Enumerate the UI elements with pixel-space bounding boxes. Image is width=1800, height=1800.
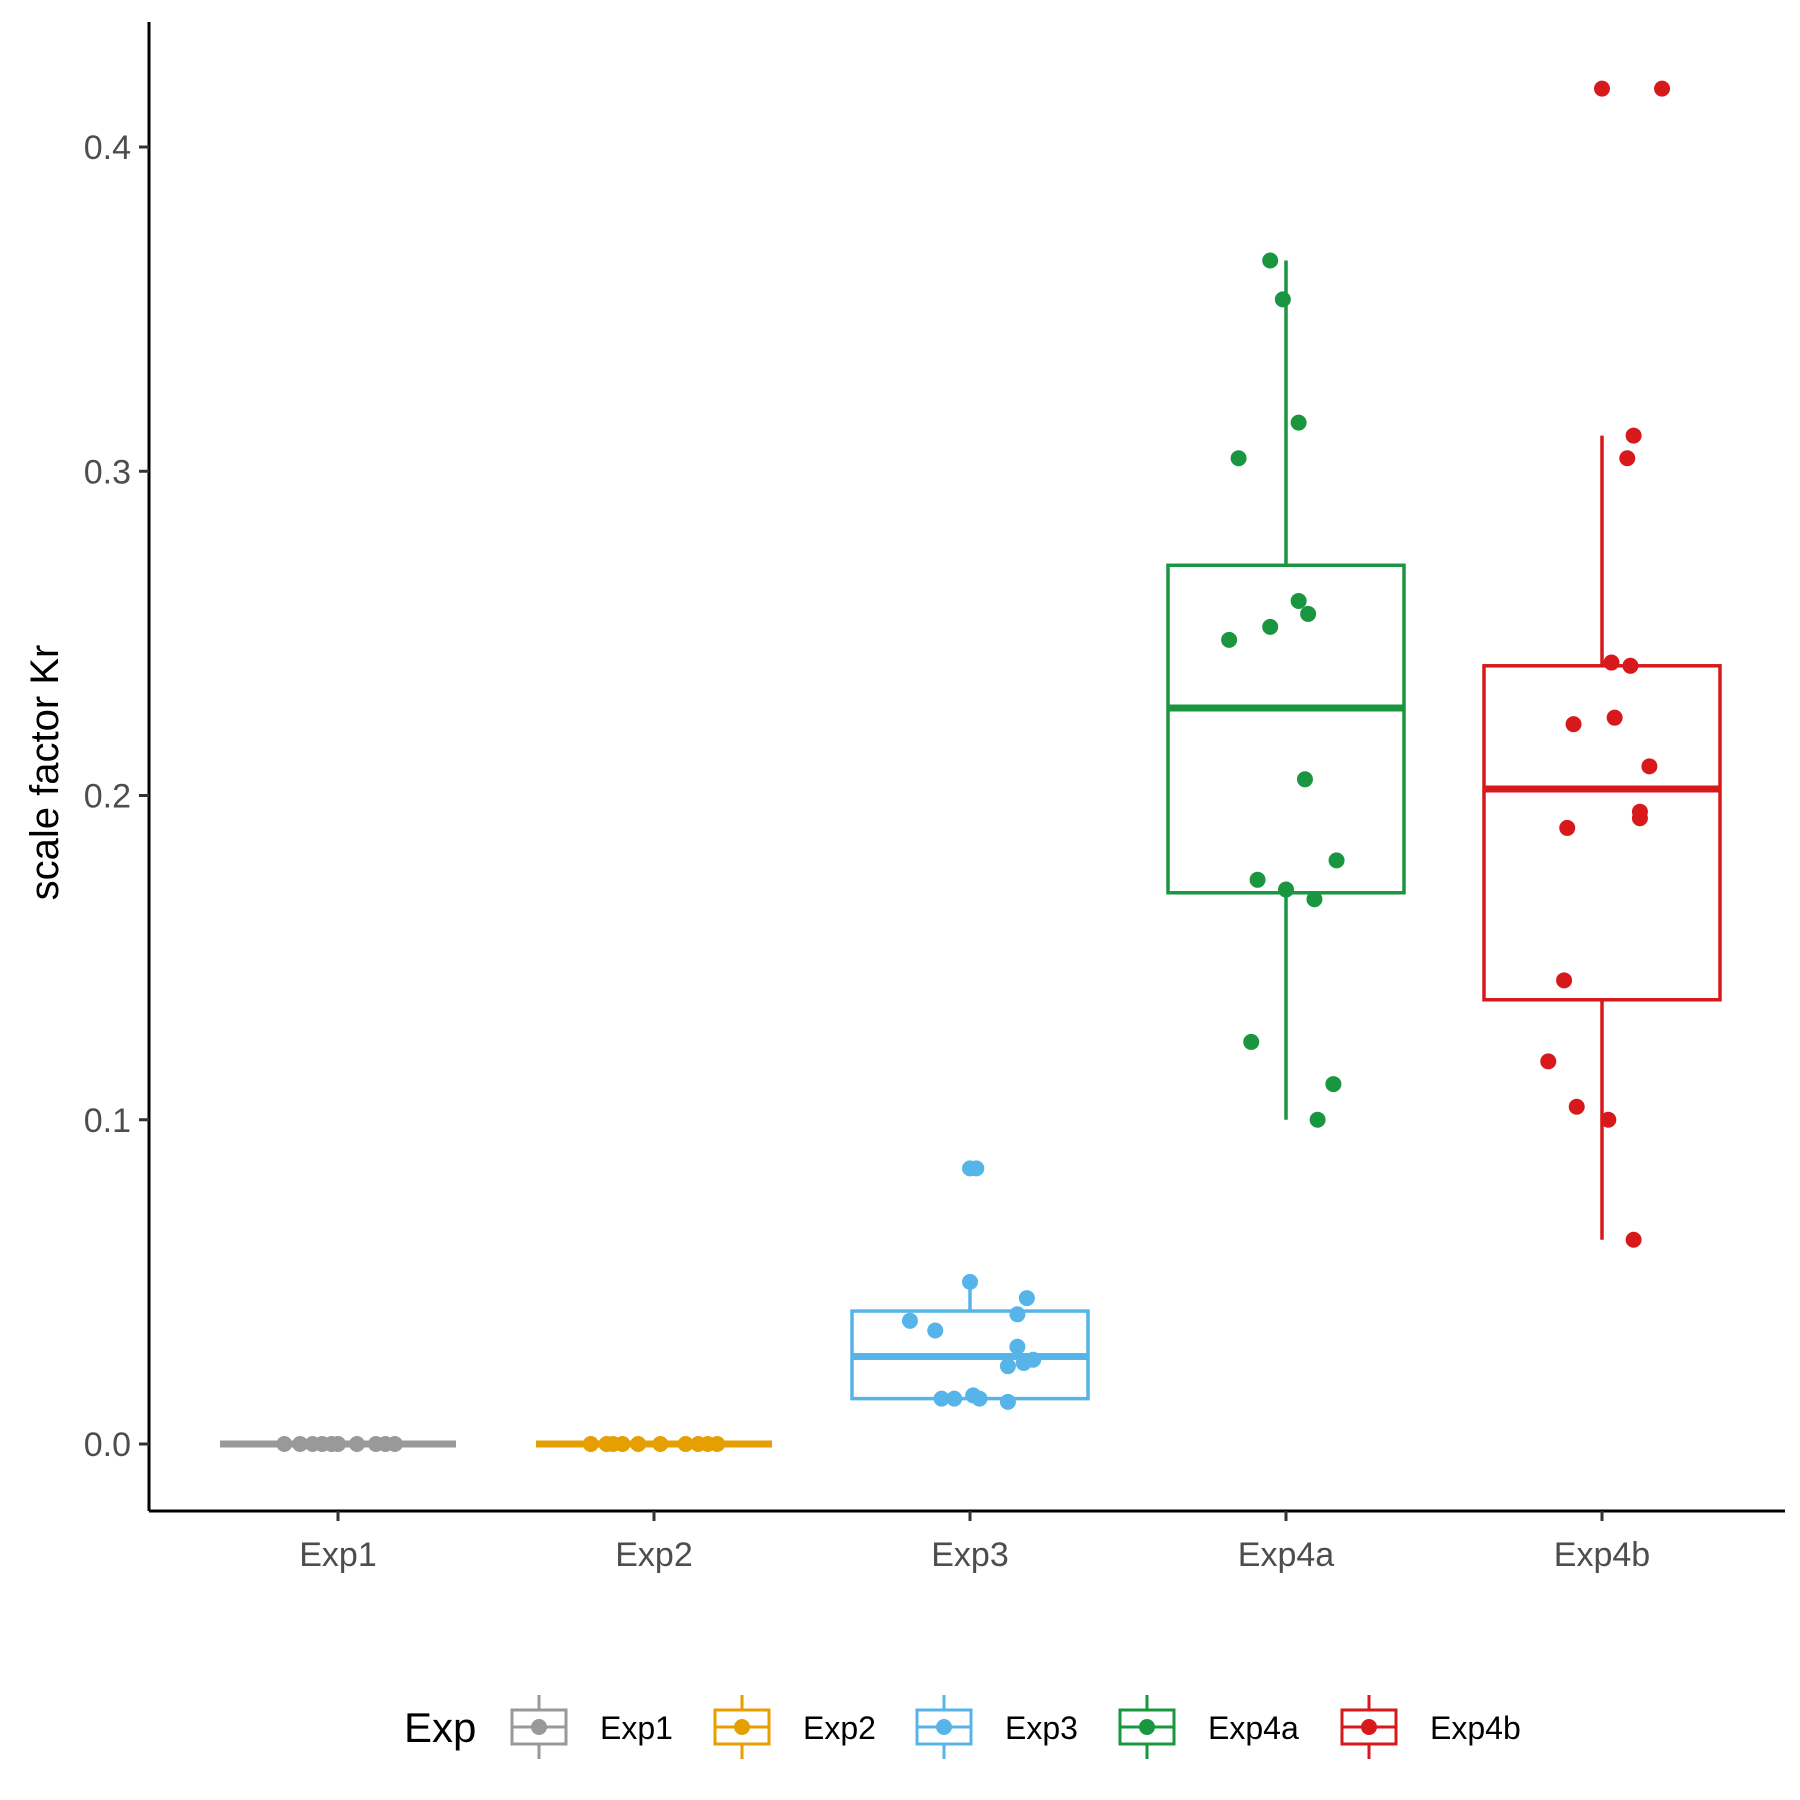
y-tick-label: 0.0: [84, 1426, 131, 1464]
y-tick-label: 0.4: [84, 129, 131, 167]
y-tick-label: 0.2: [84, 778, 131, 816]
data-point: [1262, 252, 1279, 269]
y-axis-title: scale factor Kr: [23, 645, 67, 901]
data-point: [386, 1436, 403, 1452]
data-point: [1249, 871, 1266, 888]
legend-label: Exp1: [600, 1710, 673, 1746]
x-tick-label: Exp1: [299, 1536, 377, 1574]
data-point: [1296, 771, 1313, 788]
data-point: [927, 1322, 944, 1339]
box-iqr: [1166, 563, 1406, 895]
data-point: [933, 1390, 950, 1407]
data-point: [1290, 414, 1307, 431]
legend-key-point: [1361, 1719, 1377, 1735]
data-point: [1556, 972, 1573, 989]
data-point: [323, 1436, 340, 1452]
data-point: [1328, 852, 1345, 869]
data-point: [1600, 1111, 1617, 1128]
data-point: [946, 1390, 963, 1407]
data-point: [1262, 618, 1279, 635]
data-point: [1619, 450, 1636, 467]
data-point: [652, 1436, 669, 1452]
box-iqr: [1482, 664, 1722, 1002]
y-axis-ticks: 0.0 0.1 0.2 0.3 0.4: [84, 129, 149, 1464]
data-point: [1230, 450, 1247, 467]
data-point: [1300, 605, 1317, 622]
data-point: [1625, 1231, 1642, 1248]
legend-item-exp3: Exp3: [915, 1695, 1078, 1759]
plot-area: [220, 80, 1722, 1452]
y-tick-label: 0.3: [84, 453, 131, 491]
data-point: [677, 1436, 694, 1452]
legend-key-point: [1139, 1719, 1155, 1735]
data-point: [999, 1393, 1016, 1410]
data-point: [1278, 881, 1294, 898]
data-point: [1243, 1033, 1260, 1050]
data-point: [1594, 80, 1610, 97]
legend: Exp Exp1 Exp2 Exp3 Exp4a Exp4b: [404, 1695, 1521, 1759]
x-tick-label: Exp3: [931, 1536, 1009, 1574]
data-point: [276, 1436, 293, 1452]
data-point: [1290, 592, 1307, 609]
data-point: [582, 1436, 599, 1452]
legend-label: Exp4a: [1208, 1710, 1299, 1746]
data-point: [1025, 1351, 1042, 1368]
data-point: [1654, 80, 1671, 97]
legend-key-point: [936, 1719, 952, 1735]
data-point: [1622, 657, 1639, 674]
data-point: [1018, 1290, 1035, 1307]
data-point: [1009, 1338, 1026, 1355]
legend-item-exp4b: Exp4b: [1340, 1695, 1521, 1759]
data-point: [968, 1160, 985, 1177]
data-point: [1325, 1076, 1342, 1093]
legend-key-point: [531, 1719, 547, 1735]
data-point: [709, 1436, 726, 1452]
legend-label: Exp4b: [1430, 1710, 1521, 1746]
legend-title: Exp: [404, 1704, 476, 1751]
legend-label: Exp3: [1005, 1710, 1078, 1746]
data-point: [1631, 810, 1648, 827]
data-point: [348, 1436, 365, 1452]
data-point: [1306, 891, 1323, 908]
legend-item-exp2: Exp2: [713, 1695, 876, 1759]
series-exp4a: [1166, 252, 1406, 1128]
legend-item-exp4a: Exp4a: [1118, 1695, 1299, 1759]
x-tick-label: Exp2: [615, 1536, 693, 1574]
series-exp2: [536, 1436, 772, 1452]
legend-item-exp1: Exp1: [510, 1695, 673, 1759]
y-tick-label: 0.1: [84, 1102, 131, 1140]
data-point: [1274, 291, 1291, 308]
data-point: [1641, 758, 1658, 775]
x-axis-ticks: Exp1 Exp2 Exp3 Exp4a Exp4b: [299, 1511, 1650, 1574]
x-tick-label: Exp4a: [1238, 1536, 1334, 1574]
data-point: [604, 1436, 621, 1452]
data-point: [1559, 819, 1576, 836]
data-point: [630, 1436, 647, 1452]
series-exp3: [850, 1160, 1090, 1410]
data-point: [1568, 1098, 1585, 1115]
data-point: [1603, 654, 1620, 671]
legend-key-point: [734, 1719, 750, 1735]
legend-label: Exp2: [803, 1710, 876, 1746]
x-tick-label: Exp4b: [1554, 1536, 1650, 1574]
data-point: [971, 1390, 988, 1407]
data-point: [901, 1312, 918, 1329]
data-point: [292, 1436, 309, 1452]
series-exp1: [220, 1436, 456, 1452]
data-point: [1009, 1306, 1026, 1323]
series-exp4b: [1482, 80, 1722, 1248]
data-point: [1309, 1111, 1326, 1128]
data-point: [999, 1358, 1016, 1375]
data-point: [1221, 631, 1238, 648]
data-point: [1540, 1053, 1557, 1070]
data-point: [1565, 716, 1582, 733]
data-point: [1625, 427, 1642, 444]
data-point: [1606, 709, 1623, 726]
data-point: [962, 1273, 978, 1290]
data-point: [304, 1436, 321, 1452]
